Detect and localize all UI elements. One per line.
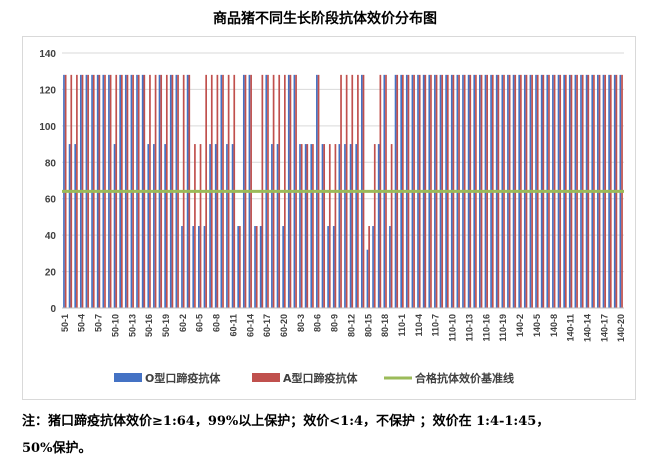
y-tick-label: 60 bbox=[45, 195, 57, 206]
bar bbox=[282, 226, 284, 308]
chart-title: 商品猪不同生长阶段抗体效价分布图 bbox=[213, 11, 437, 27]
x-tick-label: 80-6 bbox=[313, 314, 323, 332]
bar bbox=[214, 144, 217, 308]
x-tick-label: 110-10 bbox=[448, 314, 458, 342]
legend-label: A型口蹄疫抗体 bbox=[283, 371, 359, 385]
bar bbox=[349, 144, 352, 308]
x-tick-label: 110-7 bbox=[431, 314, 441, 337]
bar bbox=[334, 144, 337, 308]
x-tick-label: 110-4 bbox=[414, 314, 424, 337]
x-tick-label: 50-19 bbox=[161, 314, 171, 337]
bar bbox=[209, 144, 211, 308]
bar bbox=[321, 144, 324, 308]
footnote: 注：猪口蹄疫抗体效价≥1:64，99%以上保护；效价<1:4，不保护 ；效价在 … bbox=[22, 408, 636, 462]
bar bbox=[203, 226, 206, 308]
bar bbox=[328, 144, 331, 308]
x-tick-label: 110-19 bbox=[498, 314, 508, 342]
bar bbox=[192, 226, 195, 308]
bar bbox=[372, 226, 374, 308]
x-tick-label: 80-15 bbox=[363, 314, 373, 337]
bar bbox=[113, 144, 116, 308]
bar bbox=[276, 144, 279, 308]
legend-label: 合格抗体效价基准线 bbox=[415, 371, 514, 385]
bar bbox=[306, 144, 309, 308]
y-tick-label: 40 bbox=[45, 231, 57, 242]
x-tick-label: 50-1 bbox=[60, 314, 70, 332]
bar bbox=[312, 144, 314, 308]
x-tick-label: 140-17 bbox=[599, 314, 609, 342]
footnote-line-1: 注：猪口蹄疫抗体效价≥1:64，99%以上保护；效价<1:4，不保护 ；效价在 … bbox=[22, 414, 550, 429]
bar bbox=[239, 226, 241, 308]
x-tick-label: 50-7 bbox=[94, 314, 104, 332]
x-tick-label: 50-13 bbox=[127, 314, 137, 337]
bar bbox=[323, 144, 326, 308]
x-tick-label: 60-17 bbox=[262, 314, 272, 337]
bar bbox=[338, 144, 341, 308]
bar bbox=[259, 226, 262, 308]
legend-label: O型口蹄疫抗体 bbox=[145, 371, 221, 385]
bar bbox=[355, 144, 358, 308]
bar bbox=[389, 226, 391, 308]
bar bbox=[377, 144, 380, 308]
bar bbox=[304, 144, 307, 308]
x-tick-label: 80-18 bbox=[380, 314, 390, 337]
y-tick-label: 100 bbox=[39, 122, 56, 133]
x-tick-label: 140-20 bbox=[616, 314, 626, 342]
bar bbox=[153, 144, 155, 308]
bar bbox=[147, 144, 150, 308]
footnote-line-2: 50%保护。 bbox=[22, 441, 92, 456]
bar bbox=[237, 226, 240, 308]
x-tick-label: 140-11 bbox=[566, 314, 576, 342]
x-tick-label: 50-16 bbox=[144, 314, 154, 337]
x-tick-label: 50-4 bbox=[77, 314, 87, 332]
bar bbox=[226, 144, 228, 308]
bar bbox=[181, 226, 183, 308]
x-tick-label: 140-8 bbox=[549, 314, 559, 337]
x-tick-label: 60-11 bbox=[228, 314, 238, 337]
x-tick-label: 110-13 bbox=[464, 314, 474, 342]
x-tick-label: 60-14 bbox=[245, 314, 255, 337]
bar bbox=[74, 144, 77, 308]
y-tick-label: 20 bbox=[45, 268, 57, 279]
bar bbox=[194, 144, 196, 308]
bar bbox=[254, 226, 256, 308]
x-tick-label: 60-5 bbox=[195, 314, 205, 332]
bar bbox=[164, 144, 166, 308]
bar bbox=[366, 249, 369, 308]
bar bbox=[255, 226, 258, 308]
x-tick-label: 60-8 bbox=[212, 314, 222, 332]
bar bbox=[368, 226, 370, 308]
bar bbox=[299, 144, 301, 308]
y-tick-label: 0 bbox=[50, 304, 56, 315]
y-tick-label: 120 bbox=[39, 85, 56, 96]
x-tick-label: 60-20 bbox=[279, 314, 289, 337]
bar bbox=[344, 144, 346, 308]
legend-swatch bbox=[114, 373, 142, 382]
x-tick-label: 80-3 bbox=[296, 314, 306, 332]
bar bbox=[327, 226, 329, 308]
x-tick-label: 140-5 bbox=[532, 314, 542, 337]
x-tick-label: 80-9 bbox=[330, 314, 340, 332]
x-tick-label: 140-14 bbox=[582, 314, 592, 342]
bar bbox=[390, 144, 393, 308]
bar bbox=[198, 226, 200, 308]
x-tick-label: 50-10 bbox=[110, 314, 120, 337]
x-tick-label: 110-16 bbox=[481, 314, 491, 342]
bar bbox=[373, 144, 376, 308]
x-tick-label: 140-2 bbox=[515, 314, 525, 337]
legend-swatch bbox=[252, 373, 280, 382]
x-tick-label: 110-1 bbox=[397, 314, 407, 337]
bar bbox=[310, 144, 313, 308]
bar bbox=[68, 144, 71, 308]
bar bbox=[300, 144, 303, 308]
bar bbox=[231, 144, 234, 308]
bar bbox=[199, 144, 202, 308]
bar bbox=[332, 226, 335, 308]
x-tick-label: 60-2 bbox=[178, 314, 188, 332]
y-tick-label: 140 bbox=[39, 49, 56, 60]
x-tick-label: 80-12 bbox=[346, 314, 356, 337]
y-tick-label: 80 bbox=[45, 158, 57, 169]
bar bbox=[271, 144, 273, 308]
